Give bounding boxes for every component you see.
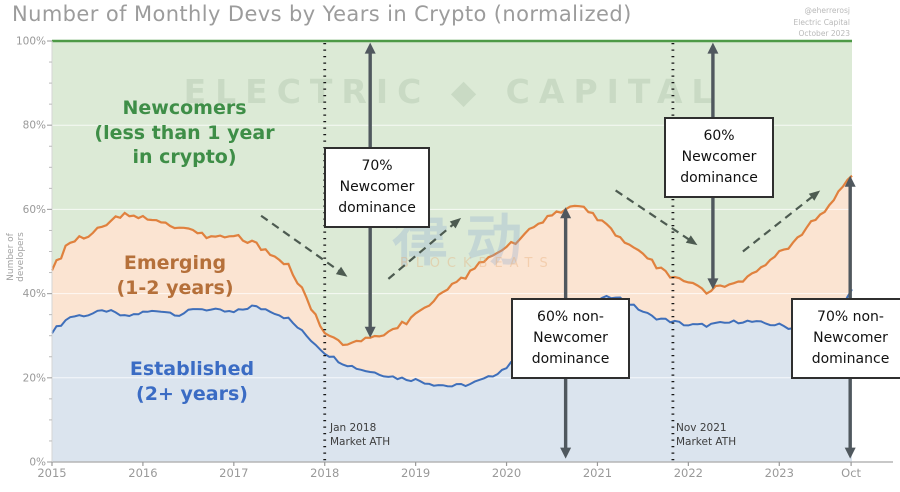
attribution-block: @eherrerosj Electric Capital October 202… <box>794 5 850 40</box>
annotation-70pct-newcomer-dominance: 70% Newcomer dominance <box>324 147 430 228</box>
svg-text:100%: 100% <box>16 36 46 48</box>
annotation-60pct-newcomer-dominance: 60% Newcomer dominance <box>664 117 774 198</box>
event-label-nov-2021-ath: Nov 2021 Market ATH <box>676 422 737 449</box>
attribution-date: October 2023 <box>798 29 851 39</box>
svg-text:2021: 2021 <box>583 466 612 480</box>
svg-text:40%: 40% <box>23 288 46 300</box>
svg-text:2019: 2019 <box>401 466 430 480</box>
y-axis-title: Number of developers <box>6 232 26 282</box>
svg-text:2020: 2020 <box>492 466 521 480</box>
attribution-org: Electric Capital <box>793 17 850 27</box>
blockbeats-watermark-sub: BLOCKBEATS <box>400 256 555 271</box>
event-label-jan-2018-ath: Jan 2018 Market ATH <box>330 422 391 449</box>
chart-title: Number of Monthly Devs by Years in Crypt… <box>12 2 632 26</box>
svg-text:2018: 2018 <box>310 466 339 480</box>
svg-text:2017: 2017 <box>219 466 248 480</box>
svg-text:0%: 0% <box>29 457 46 469</box>
svg-text:20%: 20% <box>23 372 46 384</box>
attribution-handle: @eherrerosj <box>804 6 850 15</box>
svg-text:Oct: Oct <box>841 466 861 480</box>
svg-text:2022: 2022 <box>674 466 703 480</box>
svg-text:2015: 2015 <box>37 466 66 480</box>
svg-text:2023: 2023 <box>765 466 794 480</box>
svg-text:60%: 60% <box>23 204 46 216</box>
svg-text:2016: 2016 <box>128 466 157 480</box>
annotation-60pct-non-newcomer-dominance: 60% non- Newcomer dominance <box>511 298 630 379</box>
established-area-label: Established (2+ years) <box>129 358 255 405</box>
emerging-area-label: Emerging (1-2 years) <box>116 252 234 299</box>
svg-text:80%: 80% <box>23 120 46 132</box>
newcomers-area-label: Newcomers (less than 1 year in crypto) <box>94 97 275 169</box>
annotation-70pct-non-newcomer-dominance: 70% non- Newcomer dominance <box>791 298 900 379</box>
